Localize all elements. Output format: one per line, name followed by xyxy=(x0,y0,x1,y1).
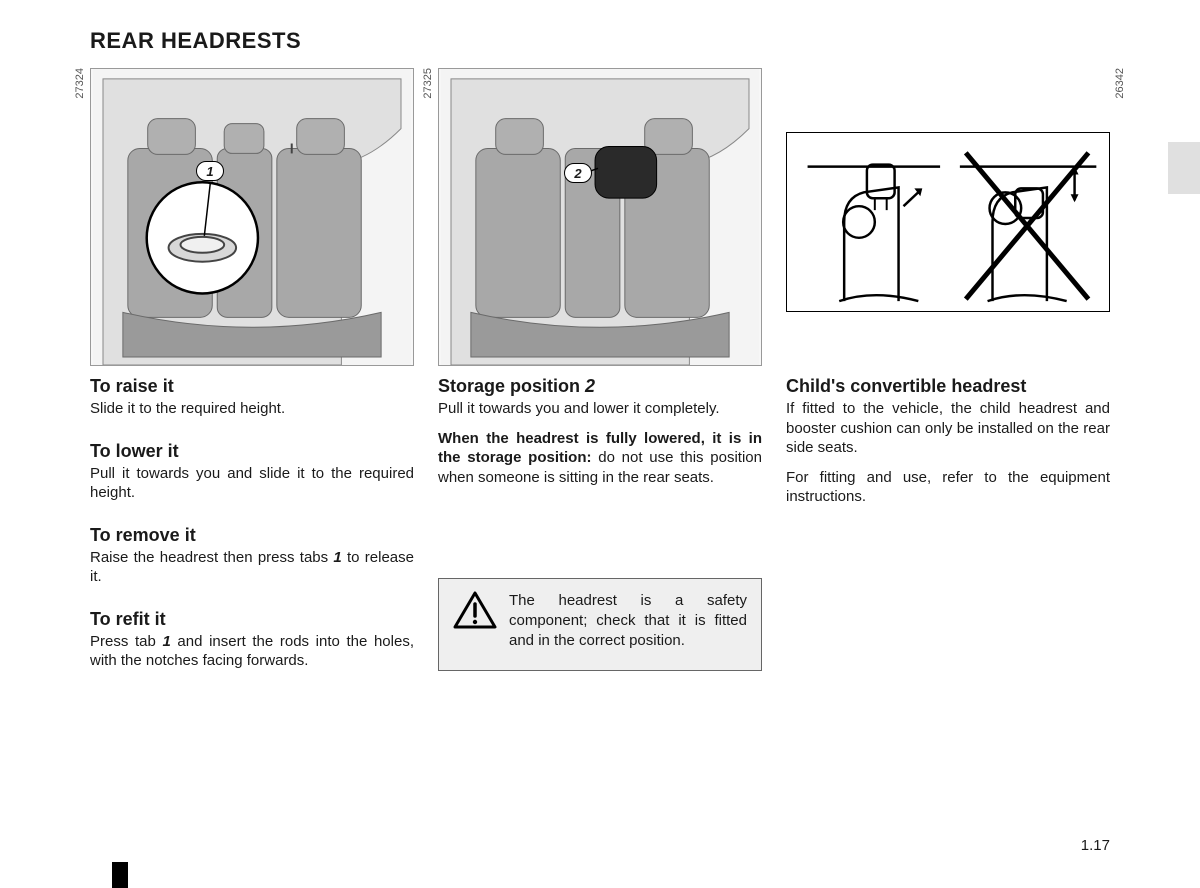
para-storage-2: When the headrest is fully lowered, it i… xyxy=(438,429,762,488)
figure-ref-1: 27324 xyxy=(74,68,86,99)
footer-mark xyxy=(112,862,128,888)
page-number: 1.17 xyxy=(1081,837,1110,854)
figure-ref-3: 26342 xyxy=(1114,68,1126,99)
figure-3-child-headrest xyxy=(786,132,1110,312)
heading-storage: Storage position 2 xyxy=(438,376,762,397)
warning-box: The headrest is a safety component; chec… xyxy=(438,578,762,671)
page-title: REAR HEADRESTS xyxy=(90,28,1110,54)
heading-lower: To lower it xyxy=(90,441,414,462)
para-raise: Slide it to the required height. xyxy=(90,399,414,419)
column-1: 27324 xyxy=(90,68,414,671)
heading-remove: To remove it xyxy=(90,525,414,546)
heading-raise: To raise it xyxy=(90,376,414,397)
callout-1-badge: 1 xyxy=(196,161,224,181)
figure-2-storage-position: 2 xyxy=(438,68,762,366)
column-2: 27325 xyxy=(438,68,762,671)
para-lower: Pull it towards you and slide it to the … xyxy=(90,464,414,503)
warning-text: The headrest is a safety component; chec… xyxy=(509,591,747,652)
heading-child-headrest: Child's convertible headrest xyxy=(786,376,1110,397)
column-layout: 27324 xyxy=(90,68,1110,671)
column-3: 26342 xyxy=(786,68,1110,671)
warning-icon xyxy=(453,591,497,652)
para-refit: Press tab 1 and insert the rods into the… xyxy=(90,632,414,671)
para-child-1: If fitted to the vehicle, the child head… xyxy=(786,399,1110,458)
manual-page: REAR HEADRESTS 27324 xyxy=(0,0,1200,888)
heading-refit: To refit it xyxy=(90,609,414,630)
figure-ref-2: 27325 xyxy=(422,68,434,99)
para-child-2: For fitting and use, refer to the equipm… xyxy=(786,468,1110,507)
figure-1-rear-seats: 1 xyxy=(90,68,414,366)
para-storage-1: Pull it towards you and lower it complet… xyxy=(438,399,762,419)
para-remove: Raise the headrest then press tabs 1 to … xyxy=(90,548,414,587)
callout-2-badge: 2 xyxy=(564,163,592,183)
